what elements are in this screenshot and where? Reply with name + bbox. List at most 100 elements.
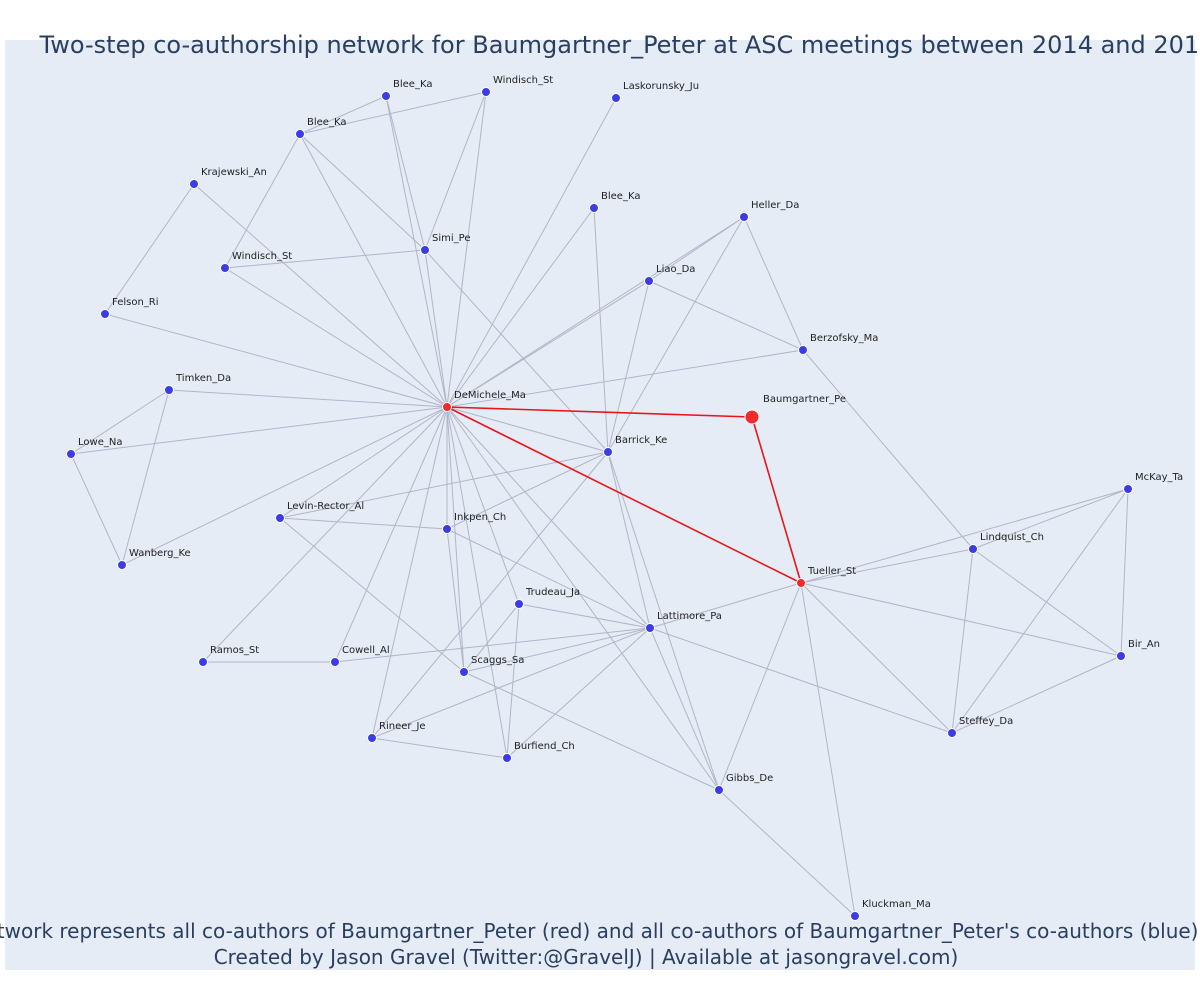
- edge: [593, 207, 609, 453]
- node: [968, 544, 978, 554]
- edge: [371, 406, 448, 739]
- edge: [648, 216, 745, 282]
- node: [295, 129, 305, 139]
- node: [744, 409, 760, 425]
- node-label: Bir_An: [1128, 639, 1160, 650]
- edge: [607, 451, 720, 791]
- node: [481, 87, 491, 97]
- edge: [446, 406, 609, 453]
- edge: [371, 451, 609, 739]
- edge: [972, 548, 1122, 657]
- edge: [299, 133, 448, 408]
- node-label: Cowell_Al: [342, 645, 390, 656]
- edge: [446, 349, 804, 408]
- node-label: Blee_Ka: [393, 79, 432, 90]
- edge: [718, 789, 856, 917]
- footer-line: Created by Jason Gravel (Twitter:@Gravel…: [214, 945, 959, 969]
- node: [589, 203, 599, 213]
- node: [220, 263, 230, 273]
- node: [117, 560, 127, 570]
- edge: [371, 627, 651, 739]
- node-label: Berzofsky_Ma: [810, 333, 878, 344]
- edge: [334, 627, 651, 663]
- node: [714, 785, 724, 795]
- edge: [1120, 488, 1129, 657]
- edge: [800, 548, 974, 584]
- node-label: Baumgartner_Pe: [763, 394, 846, 405]
- node-label: Inkpen_Ch: [454, 512, 506, 523]
- node-label: Steffey_Da: [959, 716, 1013, 727]
- node: [502, 753, 512, 763]
- node-label: Ramos_St: [210, 645, 259, 656]
- edge: [800, 582, 856, 917]
- node: [367, 733, 377, 743]
- edge: [334, 406, 448, 663]
- node: [1123, 484, 1133, 494]
- edge: [506, 603, 520, 759]
- edge: [385, 95, 448, 408]
- node-label: Blee_Ka: [601, 191, 640, 202]
- node: [796, 578, 806, 588]
- edge: [385, 95, 426, 251]
- edge: [424, 249, 609, 453]
- edge: [951, 655, 1122, 734]
- edge: [279, 517, 465, 673]
- edge: [279, 451, 609, 519]
- edge: [446, 97, 617, 408]
- edge: [607, 280, 650, 453]
- edge: [104, 313, 448, 408]
- node-label: Rineer_Je: [379, 721, 426, 732]
- node-label: Gibbs_De: [726, 773, 773, 784]
- node-label: Trudeau_Ja: [525, 587, 580, 598]
- edge: [463, 627, 651, 673]
- node-label: Felson_Ri: [112, 297, 159, 308]
- node: [603, 447, 613, 457]
- edge: [446, 451, 609, 530]
- edge: [104, 183, 195, 315]
- node-label: Barrick_Ke: [615, 435, 667, 446]
- node: [420, 245, 430, 255]
- edge: [299, 133, 426, 251]
- edge: [224, 133, 301, 269]
- edge: [972, 488, 1129, 550]
- edge: [299, 91, 487, 135]
- edge: [951, 488, 1129, 734]
- edge: [800, 582, 1122, 657]
- edge: [202, 406, 448, 663]
- edge: [371, 737, 508, 759]
- edge: [424, 249, 448, 408]
- node-label: Blee_Ka: [307, 117, 346, 128]
- edge: [299, 95, 387, 135]
- node: [442, 524, 452, 534]
- node-label: Tueller_St: [807, 566, 856, 577]
- node-label: Heller_Da: [751, 200, 799, 211]
- edge: [446, 216, 745, 408]
- node: [275, 513, 285, 523]
- edge: [518, 603, 651, 629]
- node: [1116, 651, 1126, 661]
- edge: [446, 406, 802, 584]
- edge: [121, 406, 448, 566]
- node: [850, 911, 860, 921]
- node: [189, 179, 199, 189]
- node-label: Lattimore_Pa: [657, 611, 722, 622]
- node: [66, 449, 76, 459]
- node-label: Lowe_Na: [78, 437, 122, 448]
- edge: [446, 406, 753, 418]
- node-label: Liao_Da: [656, 264, 695, 275]
- node-label: Windisch_St: [232, 251, 292, 262]
- node-label: Scaggs_Sa: [471, 655, 524, 666]
- edge: [224, 267, 448, 408]
- edge: [951, 548, 974, 734]
- node: [164, 385, 174, 395]
- edge: [446, 280, 650, 408]
- edge: [649, 627, 720, 791]
- node: [739, 212, 749, 222]
- node: [514, 599, 524, 609]
- node: [645, 623, 655, 633]
- node-label: Windisch_St: [493, 75, 553, 86]
- edge: [446, 406, 465, 673]
- edge: [648, 280, 804, 351]
- edge: [70, 406, 448, 455]
- edge: [802, 349, 974, 550]
